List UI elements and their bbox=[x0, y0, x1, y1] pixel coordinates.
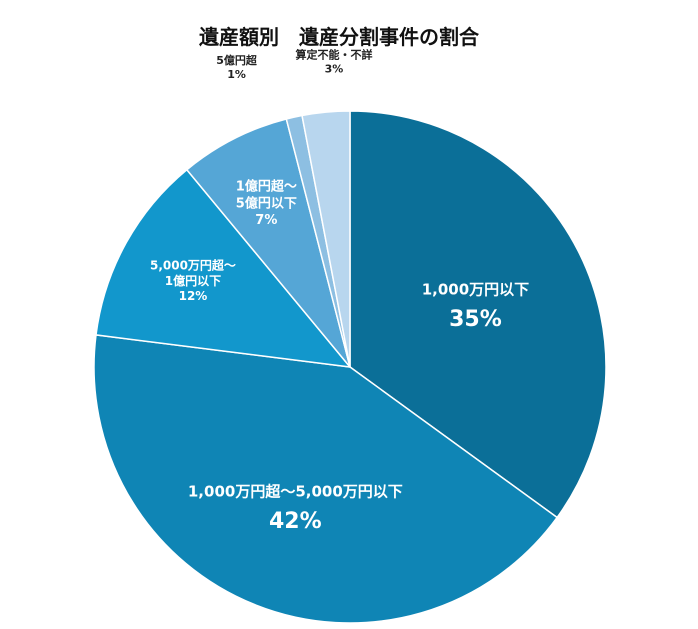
slice-label-text: 5億円超 bbox=[216, 53, 258, 67]
slice-label-text: 1,000万円超～5,000万円以下 bbox=[188, 483, 403, 501]
slice-value-label: 42% bbox=[269, 509, 322, 534]
slice-label-5: 算定不能・不詳3% bbox=[294, 48, 372, 76]
pie-slice-3 bbox=[185, 118, 351, 368]
slice-label-1: 1,000万円超～5,000万円以下 42% bbox=[188, 483, 403, 535]
slice-value-label: 7% bbox=[255, 213, 277, 228]
pie-labels: 1,000万円以下 35% 1,000万円超～5,000万円以下 42% 5,000万円… bbox=[150, 48, 529, 534]
pie-slice-1 bbox=[93, 334, 559, 624]
slice-value-label: 1% bbox=[227, 68, 246, 81]
slice-label-text: 1億円以下 bbox=[165, 273, 221, 288]
pie-slice-0 bbox=[349, 110, 607, 519]
slice-label-text: 5,000万円超～ bbox=[150, 258, 236, 273]
slice-label-text: 5億円以下 bbox=[236, 196, 297, 212]
chart-title: 遺産額別 遺産分割事件の割合 bbox=[199, 25, 480, 49]
pie-slice-5 bbox=[301, 110, 351, 368]
slice-value-label: 3% bbox=[325, 62, 344, 75]
slice-label-text: 算定不能・不詳 bbox=[294, 48, 372, 62]
slice-label-text: 1,000万円以下 bbox=[422, 281, 529, 299]
pie-slices bbox=[93, 110, 607, 624]
slice-value-label: 35% bbox=[449, 307, 502, 332]
slice-label-text: 1億円超～ bbox=[236, 179, 297, 195]
slice-value-label: 12% bbox=[179, 289, 208, 303]
pie-slice-2 bbox=[95, 168, 352, 368]
slice-label-0: 1,000万円以下 35% bbox=[422, 281, 529, 333]
